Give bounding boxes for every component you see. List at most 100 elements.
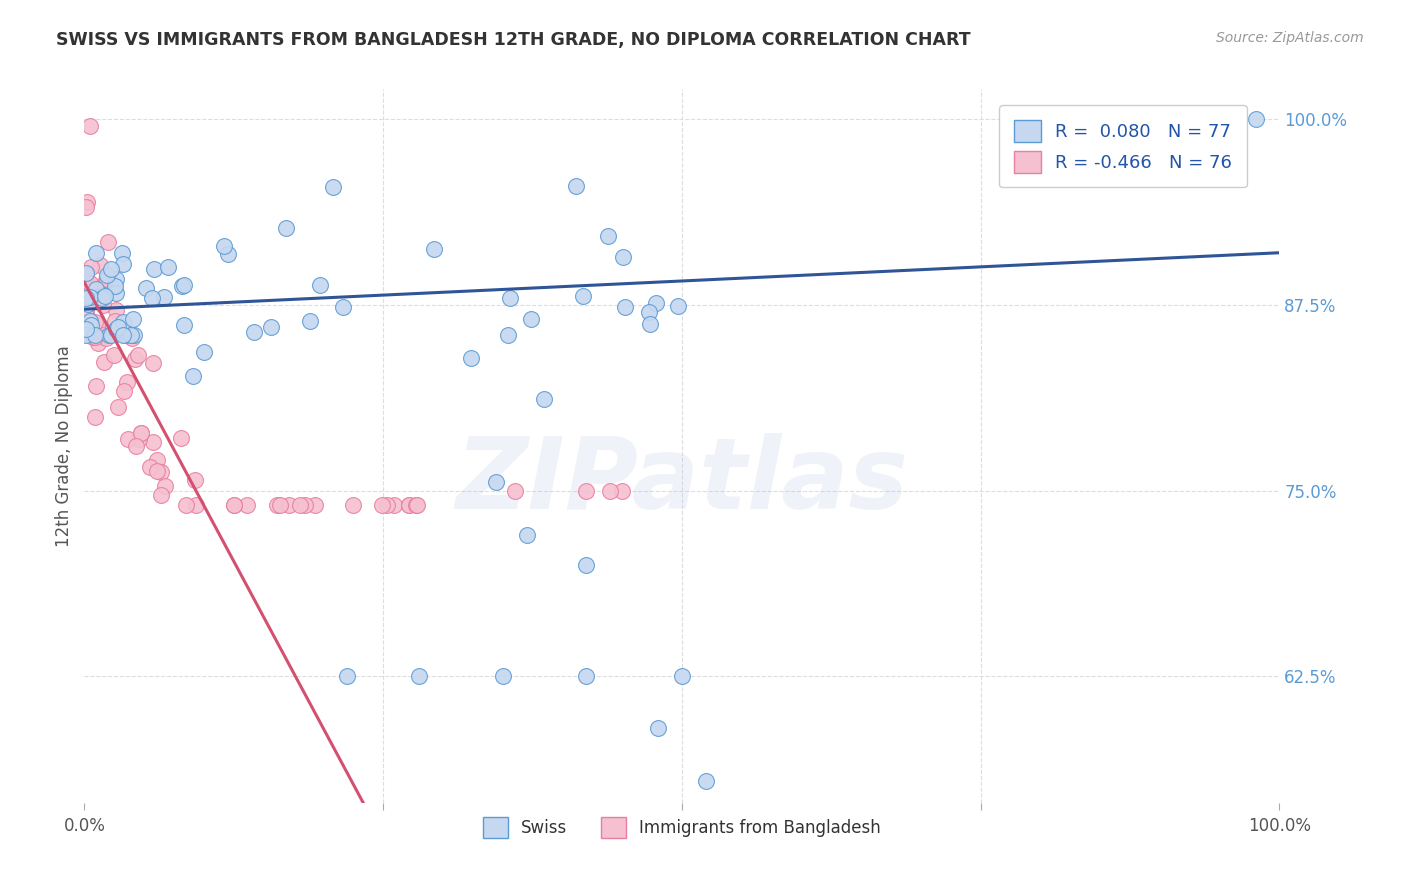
Point <box>644 296 666 310</box>
Text: SWISS VS IMMIGRANTS FROM BANGLADESH 12TH GRADE, NO DIPLOMA CORRELATION CHART: SWISS VS IMMIGRANTS FROM BANGLADESH 12TH… <box>56 31 972 49</box>
Point <box>111 246 134 260</box>
Text: Source: ZipAtlas.com: Source: ZipAtlas.com <box>1216 31 1364 45</box>
Point <box>82 326 104 340</box>
Point <box>298 313 321 327</box>
Point <box>112 327 135 342</box>
Point <box>111 315 134 329</box>
Point <box>96 272 118 286</box>
Point <box>76 297 98 311</box>
Point <box>217 247 239 261</box>
Point <box>150 488 173 502</box>
Point <box>193 344 215 359</box>
Point <box>423 243 446 257</box>
Point <box>79 277 101 292</box>
Point <box>139 460 162 475</box>
Point <box>93 354 115 368</box>
Point <box>214 239 236 253</box>
Point <box>104 314 127 328</box>
Point <box>398 499 420 513</box>
Point <box>79 120 101 134</box>
Point <box>75 309 97 323</box>
Point <box>97 235 120 250</box>
Point <box>157 260 180 274</box>
Point <box>614 301 637 315</box>
Point <box>398 499 420 513</box>
Point <box>520 312 543 326</box>
Point <box>84 409 107 424</box>
Point <box>100 327 122 342</box>
Point <box>141 291 163 305</box>
Point <box>274 220 297 235</box>
Y-axis label: 12th Grade, No Diploma: 12th Grade, No Diploma <box>55 345 73 547</box>
Point <box>75 321 97 335</box>
Point <box>89 258 111 272</box>
Point <box>260 319 283 334</box>
Point <box>565 178 588 193</box>
Point <box>122 327 145 342</box>
Point <box>485 475 508 489</box>
Point <box>96 331 118 345</box>
Legend: Swiss, Immigrants from Bangladesh: Swiss, Immigrants from Bangladesh <box>477 811 887 845</box>
Point <box>107 320 129 334</box>
Point <box>269 499 291 513</box>
Point <box>79 313 101 327</box>
Point <box>371 499 394 513</box>
Point <box>533 392 555 406</box>
Point <box>638 318 661 332</box>
Point <box>75 290 97 304</box>
Point <box>146 452 169 467</box>
Point <box>84 282 107 296</box>
Point <box>75 302 97 317</box>
Point <box>93 288 115 302</box>
Point <box>572 289 595 303</box>
Point <box>499 291 522 305</box>
Point <box>152 290 174 304</box>
Point <box>96 268 118 283</box>
Point <box>125 439 148 453</box>
Point <box>174 499 197 513</box>
Point <box>278 499 301 513</box>
Point <box>114 327 136 342</box>
Point <box>150 465 173 479</box>
Point <box>666 299 689 313</box>
Point <box>103 348 125 362</box>
Point <box>87 336 110 351</box>
Point <box>76 324 98 338</box>
Point <box>405 499 427 513</box>
Point <box>121 331 143 345</box>
Point <box>135 281 157 295</box>
Point <box>114 325 136 339</box>
Point <box>181 368 204 383</box>
Point <box>342 499 364 513</box>
Point <box>516 528 538 542</box>
Point <box>112 384 135 399</box>
Point <box>75 266 97 280</box>
Point <box>575 669 598 683</box>
Point <box>143 262 166 277</box>
Point <box>90 291 112 305</box>
Point <box>107 401 129 415</box>
Point <box>170 279 193 293</box>
Point <box>112 257 135 271</box>
Point <box>290 499 312 513</box>
Point <box>80 318 103 332</box>
Point <box>104 302 127 317</box>
Point <box>124 351 146 366</box>
Point <box>332 301 354 315</box>
Point <box>647 722 669 736</box>
Point <box>496 327 519 342</box>
Point <box>503 483 526 498</box>
Point <box>612 483 634 498</box>
Point <box>127 348 149 362</box>
Point <box>75 306 97 320</box>
Point <box>671 669 693 683</box>
Point <box>84 315 107 329</box>
Point <box>79 290 101 304</box>
Point <box>406 499 429 513</box>
Point <box>93 328 115 343</box>
Point <box>98 327 121 342</box>
Point <box>84 327 107 342</box>
Point <box>695 773 717 788</box>
Point <box>84 246 107 260</box>
Point <box>75 268 97 282</box>
